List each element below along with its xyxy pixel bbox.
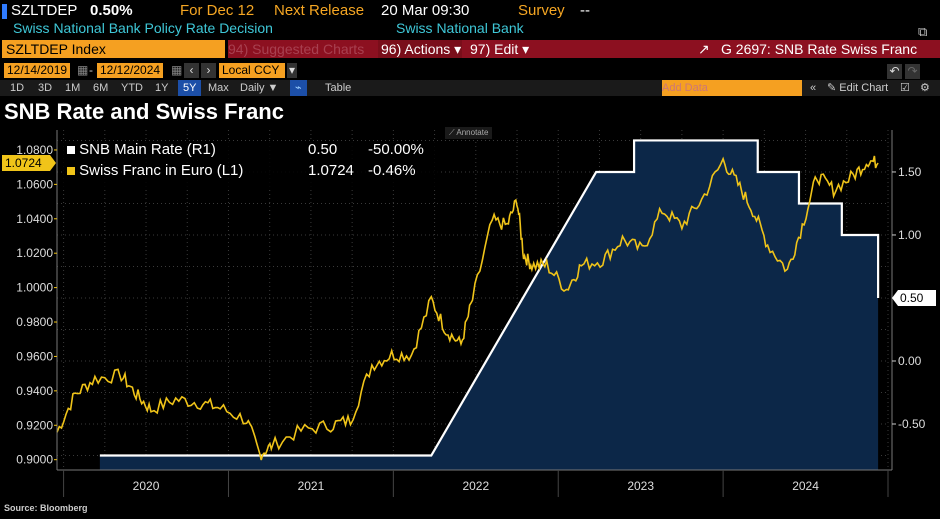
prev-button[interactable]: ‹ <box>184 63 199 78</box>
for-date: For Dec 12 <box>180 2 255 19</box>
ticker-header: SZLTDEP 0.50% For Dec 12 Next Release 20… <box>0 2 940 22</box>
chevron-down-icon[interactable]: ▾ <box>287 63 297 78</box>
period-3d[interactable]: 3D <box>38 82 53 94</box>
right-tick-label: 0.00 <box>898 354 922 368</box>
ticker: SZLTDEP <box>11 2 78 19</box>
rate-area <box>99 140 879 470</box>
line-chart-icon[interactable]: ⌁ <box>290 80 307 96</box>
left-tick-label: 1.0600 <box>16 177 53 191</box>
period-bar: 1D 3D 1M 6M YTD 1Y 5Y Max Daily ▼ ⌁ Tabl… <box>0 80 940 96</box>
franc-last-tag <box>2 155 56 172</box>
right-tick-label: 1.00 <box>898 228 922 242</box>
survey-value: -- <box>580 2 590 19</box>
left-tick-label: 1.0200 <box>16 246 53 260</box>
next-release-label: Next Release <box>274 2 365 19</box>
left-tick-label: 0.9400 <box>16 384 53 398</box>
legend-name: Swiss Franc in Euro (L1) <box>79 162 244 179</box>
franc-line <box>56 155 879 461</box>
legend-last: 1.0724 <box>308 162 354 179</box>
period-ytd[interactable]: YTD <box>121 82 143 94</box>
suggested-charts-menu[interactable]: 94) Suggested Charts <box>228 41 365 57</box>
table-button[interactable]: Table <box>325 82 352 94</box>
source-note: Source: Bloomberg <box>4 503 88 513</box>
period-5y[interactable]: 5Y <box>178 80 202 96</box>
period-1m[interactable]: 1M <box>65 82 81 94</box>
left-tick-label: 0.9800 <box>16 315 53 329</box>
edit-menu[interactable]: 97) Edit ▾ <box>470 41 530 57</box>
ticker-marker <box>2 4 7 19</box>
chart-title: SNB Rate and Swiss Franc <box>4 99 284 124</box>
calendar-icon[interactable]: ▦ <box>77 63 89 77</box>
external-link-icon[interactable]: ↗ <box>698 41 710 57</box>
redo-icon[interactable]: ↷ <box>905 64 920 79</box>
period-1d[interactable]: 1D <box>10 82 25 94</box>
chart-title-label: G 2697: SNB Rate Swiss Franc <box>721 41 918 57</box>
period-6m[interactable]: 6M <box>93 82 109 94</box>
period-max[interactable]: Max <box>208 82 229 94</box>
edit-icon[interactable]: ☑ <box>900 82 910 94</box>
right-tick-label: -0.50 <box>898 417 926 431</box>
legend-rate[interactable]: SNB Main Rate (R1) <box>67 141 216 158</box>
source-org: Swiss National Bank <box>396 20 524 36</box>
legend-swatch <box>67 167 75 175</box>
legend-swatch <box>67 146 75 154</box>
rate-last-tag <box>892 289 936 306</box>
description: Swiss National Bank Policy Rate Decision <box>13 20 273 36</box>
x-tick-label: 2022 <box>462 479 489 493</box>
x-tick-label: 2023 <box>627 479 654 493</box>
left-tick-label: 0.9600 <box>16 349 53 363</box>
security-input[interactable]: SZLTDEP Index <box>2 40 225 58</box>
left-tick-label: 0.9000 <box>16 453 53 467</box>
legend-franc[interactable]: Swiss Franc in Euro (L1) <box>67 162 243 179</box>
undo-icon[interactable]: ↶ <box>887 64 902 79</box>
next-button[interactable]: › <box>201 63 216 78</box>
calendar-icon[interactable]: ▦ <box>171 63 183 77</box>
ticker-value: 0.50% <box>90 2 133 19</box>
left-tick-label: 0.9200 <box>16 418 53 432</box>
legend-name: SNB Main Rate (R1) <box>79 141 216 158</box>
left-tick-label: 1.0400 <box>16 212 53 226</box>
next-release-value: 20 Mar 09:30 <box>381 2 470 19</box>
gear-icon[interactable]: ⚙ <box>920 82 930 94</box>
toolbar-bar: 94) Suggested Charts 96) Actions ▾ 97) E… <box>228 40 940 58</box>
x-tick-label: 2020 <box>133 479 160 493</box>
popout-icon[interactable]: ⧉ <box>918 24 928 39</box>
legend-change: -0.46% <box>368 162 416 179</box>
right-tick-label: 1.50 <box>898 165 922 179</box>
left-tick-label: 1.0800 <box>16 143 53 157</box>
end-date-input[interactable]: 12/12/2024 <box>97 63 164 78</box>
frequency-select[interactable]: Daily ▼ <box>240 82 279 94</box>
annotate-button[interactable]: ⟋ Annotate <box>445 127 493 139</box>
date-separator: - <box>89 63 93 77</box>
start-date-input[interactable]: 12/14/2019 <box>4 63 71 78</box>
legend: SNB Main Rate (R1) 0.50 -50.00% Swiss Fr… <box>63 141 438 189</box>
actions-menu[interactable]: 96) Actions ▾ <box>378 40 462 58</box>
edit-chart-button[interactable]: ✎ Edit Chart <box>827 82 889 94</box>
legend-last: 0.50 <box>308 141 338 158</box>
franc-last-value: 1.0724 <box>5 156 42 170</box>
rate-last-value: 0.50 <box>900 291 924 305</box>
currency-select[interactable]: Local CCY <box>219 63 285 78</box>
left-tick-label: 1.0000 <box>16 281 53 295</box>
rate-line <box>99 139 880 457</box>
period-1y[interactable]: 1Y <box>155 82 169 94</box>
x-tick-label: 2021 <box>298 479 325 493</box>
x-tick-label: 2024 <box>792 479 819 493</box>
collapse-icon[interactable]: « <box>810 82 817 94</box>
add-data-input[interactable]: Add Data <box>662 80 802 96</box>
legend-change: -50.00% <box>368 141 424 158</box>
survey-label: Survey <box>518 2 565 19</box>
